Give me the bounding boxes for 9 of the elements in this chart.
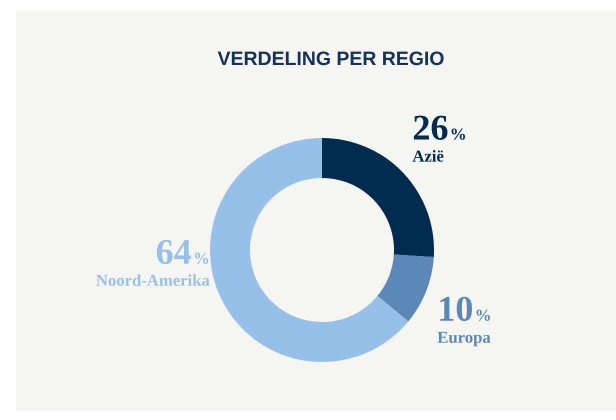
data-label: 10%	[440, 296, 490, 322]
donut-slice	[210, 138, 408, 362]
slice-label: Noord-Amerika	[96, 274, 210, 286]
chart-title: VERDELING PER REGIO	[218, 51, 444, 66]
donut-slice	[377, 254, 434, 322]
data-label: 64%	[156, 240, 208, 264]
slice-label: Azië	[412, 150, 444, 162]
slice-label: Europa	[438, 332, 490, 346]
data-label: 26%	[414, 116, 465, 140]
